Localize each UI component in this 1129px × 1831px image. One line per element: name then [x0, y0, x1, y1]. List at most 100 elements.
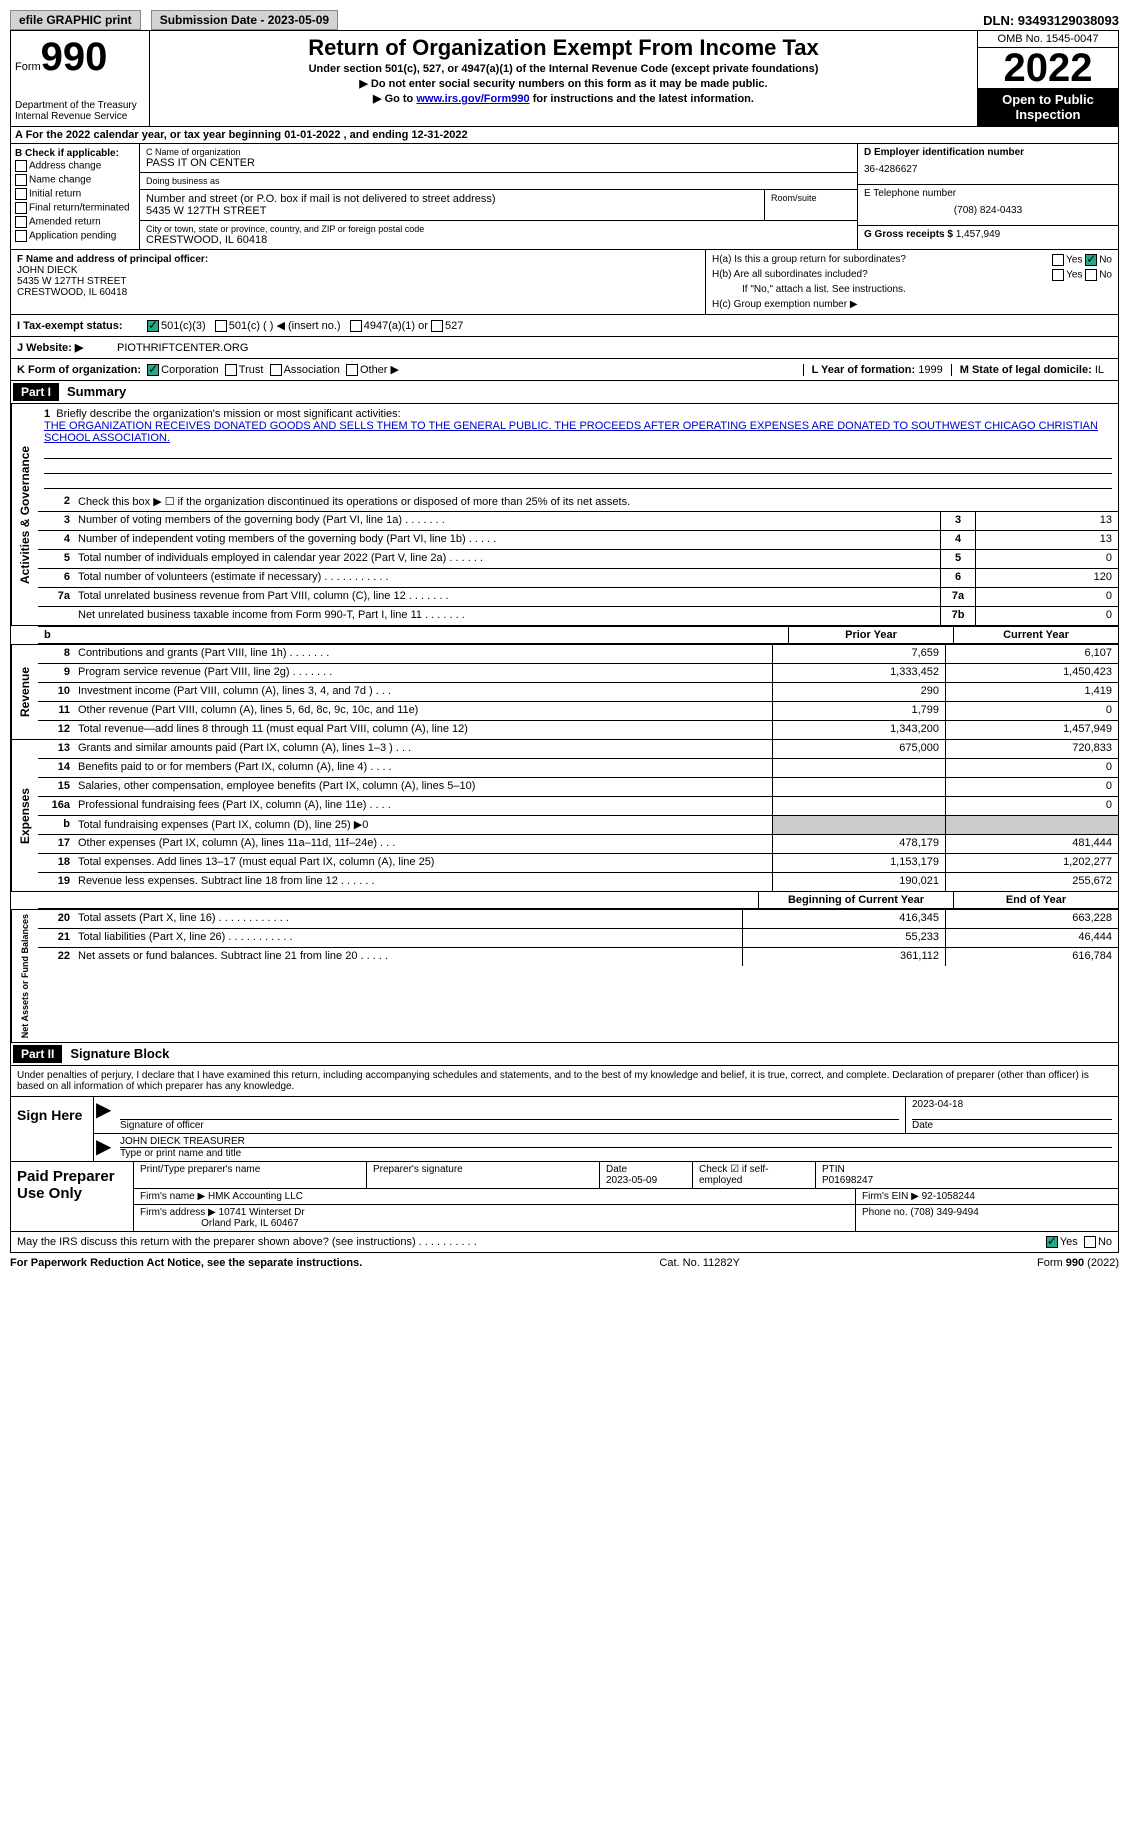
- form-title: Return of Organization Exempt From Incom…: [154, 35, 973, 61]
- chk-corp[interactable]: [147, 364, 159, 376]
- i-label: I Tax-exempt status:: [17, 320, 147, 332]
- chk-501c3[interactable]: [147, 320, 159, 332]
- tel: (708) 824-0433: [864, 199, 1112, 222]
- data-line: 21Total liabilities (Part X, line 26) . …: [38, 929, 1118, 948]
- sign-here: Sign Here: [11, 1097, 94, 1161]
- data-line: 17Other expenses (Part IX, column (A), l…: [38, 835, 1118, 854]
- section-revenue-hdr: x b Prior Year Current Year: [10, 626, 1119, 645]
- chk-pending[interactable]: Application pending: [15, 229, 135, 243]
- footer-left: For Paperwork Reduction Act Notice, see …: [10, 1257, 362, 1269]
- name-lab: C Name of organization: [146, 147, 851, 157]
- summary-line: 7aTotal unrelated business revenue from …: [38, 588, 1118, 607]
- prior-hdr: Prior Year: [788, 627, 953, 643]
- sig-officer-lab: Signature of officer: [120, 1120, 899, 1131]
- col-b: B Check if applicable: Address change Na…: [11, 144, 140, 249]
- part2-header: Part IISignature Block: [10, 1043, 1119, 1066]
- discuss-yes[interactable]: [1046, 1236, 1058, 1248]
- data-line: 15Salaries, other compensation, employee…: [38, 778, 1118, 797]
- prep-name-lab: Print/Type preparer's name: [140, 1164, 360, 1175]
- discuss-row: May the IRS discuss this return with the…: [10, 1232, 1119, 1253]
- section-bcd: B Check if applicable: Address change Na…: [10, 144, 1119, 250]
- prep-date-lab: Date: [606, 1164, 686, 1175]
- ein-lab: D Employer identification number: [864, 147, 1112, 158]
- row-j: J Website: ▶ PIOTHRIFTCENTER.ORG: [10, 337, 1119, 359]
- data-line: 10Investment income (Part VIII, column (…: [38, 683, 1118, 702]
- chk-final[interactable]: Final return/terminated: [15, 201, 135, 215]
- firm-ein: 92-1058244: [922, 1191, 975, 1202]
- f-addr1: 5435 W 127TH STREET: [17, 276, 699, 287]
- data-line: 13Grants and similar amounts paid (Part …: [38, 740, 1118, 759]
- col-b-label: B Check if applicable:: [15, 148, 135, 159]
- tel-lab: E Telephone number: [864, 188, 1112, 199]
- date-lab: Date: [912, 1120, 1112, 1131]
- arrow-icon: ▶: [94, 1097, 114, 1133]
- vtab-netassets: Net Assets or Fund Balances: [11, 910, 38, 1042]
- ptin-lab: PTIN: [822, 1164, 1112, 1175]
- data-line: 19Revenue less expenses. Subtract line 1…: [38, 873, 1118, 891]
- col-c: C Name of organization PASS IT ON CENTER…: [140, 144, 857, 249]
- summary-line: 6Total number of volunteers (estimate if…: [38, 569, 1118, 588]
- sig-date: 2023-04-18: [912, 1099, 1112, 1120]
- discuss-text: May the IRS discuss this return with the…: [17, 1236, 477, 1248]
- data-line: 14Benefits paid to or for members (Part …: [38, 759, 1118, 778]
- chk-4947[interactable]: [350, 320, 362, 332]
- chk-initial[interactable]: Initial return: [15, 187, 135, 201]
- chk-name[interactable]: Name change: [15, 173, 135, 187]
- dba-lab: Doing business as: [146, 176, 851, 186]
- street-lab: Number and street (or P.O. box if mail i…: [146, 193, 758, 205]
- data-line: 22Net assets or fund balances. Subtract …: [38, 948, 1118, 966]
- section-netassets: Net Assets or Fund Balances 20Total asse…: [10, 910, 1119, 1043]
- summary-line: 4Number of independent voting members of…: [38, 531, 1118, 550]
- dln: DLN: 93493129038093: [983, 13, 1119, 28]
- sign-here-block: Sign Here ▶ Signature of officer 2023-04…: [10, 1097, 1119, 1162]
- sub1: Under section 501(c), 527, or 4947(a)(1)…: [154, 63, 973, 75]
- section-netassets-hdr: x Beginning of Current Year End of Year: [10, 892, 1119, 910]
- org-name: PASS IT ON CENTER: [146, 157, 851, 169]
- self-employed[interactable]: Check ☑ if self-employed: [693, 1162, 816, 1188]
- q2: Check this box ▶ ☐ if the organization d…: [74, 493, 1118, 511]
- name-lab: Type or print name and title: [120, 1148, 1112, 1159]
- tax-year: 2022: [978, 48, 1118, 88]
- discuss-no[interactable]: [1084, 1236, 1096, 1248]
- f-addr2: CRESTWOOD, IL 60418: [17, 287, 699, 298]
- firm-phone: (708) 349-9494: [910, 1207, 978, 1218]
- city: CRESTWOOD, IL 60418: [146, 234, 851, 246]
- chk-501c[interactable]: [215, 320, 227, 332]
- form-label: Form: [15, 61, 41, 73]
- f-lab: F Name and address of principal officer:: [17, 254, 699, 265]
- section-activities: Activities & Governance 1 Briefly descri…: [10, 404, 1119, 626]
- chk-address[interactable]: Address change: [15, 159, 135, 173]
- city-lab: City or town, state or province, country…: [146, 224, 851, 234]
- chk-other[interactable]: [346, 364, 358, 376]
- footer-mid: Cat. No. 11282Y: [659, 1257, 740, 1269]
- firm-name: HMK Accounting LLC: [208, 1191, 303, 1202]
- efile-button[interactable]: efile GRAPHIC print: [10, 10, 141, 30]
- irs-link[interactable]: www.irs.gov/Form990: [416, 93, 529, 105]
- hb-note: If "No," attach a list. See instructions…: [712, 284, 1112, 295]
- data-line: 18Total expenses. Add lines 13–17 (must …: [38, 854, 1118, 873]
- summary-line: 3Number of voting members of the governi…: [38, 512, 1118, 531]
- data-line: 16aProfessional fundraising fees (Part I…: [38, 797, 1118, 816]
- begin-hdr: Beginning of Current Year: [758, 892, 953, 908]
- chk-527[interactable]: [431, 320, 443, 332]
- f-name: JOHN DIECK: [17, 265, 699, 276]
- website: PIOTHRIFTCENTER.ORG: [117, 342, 248, 354]
- form-number: 990: [41, 35, 108, 79]
- data-line: bTotal fundraising expenses (Part IX, co…: [38, 816, 1118, 835]
- chk-trust[interactable]: [225, 364, 237, 376]
- hb: H(b) Are all subordinates included?: [712, 269, 868, 280]
- row-a: A For the 2022 calendar year, or tax yea…: [10, 127, 1119, 144]
- ein: 36-4286627: [864, 158, 1112, 181]
- room-lab: Room/suite: [764, 190, 857, 220]
- dept-treasury: Department of the Treasury: [15, 100, 145, 111]
- curr-hdr: Current Year: [953, 627, 1118, 643]
- end-hdr: End of Year: [953, 892, 1118, 908]
- summary-line: 5Total number of individuals employed in…: [38, 550, 1118, 569]
- data-line: 9Program service revenue (Part VIII, lin…: [38, 664, 1118, 683]
- vtab-revenue: Revenue: [11, 645, 38, 739]
- footer: For Paperwork Reduction Act Notice, see …: [10, 1253, 1119, 1273]
- chk-assoc[interactable]: [270, 364, 282, 376]
- chk-amended[interactable]: Amended return: [15, 215, 135, 229]
- j-label: J Website: ▶: [17, 341, 117, 354]
- ha: H(a) Is this a group return for subordin…: [712, 254, 906, 265]
